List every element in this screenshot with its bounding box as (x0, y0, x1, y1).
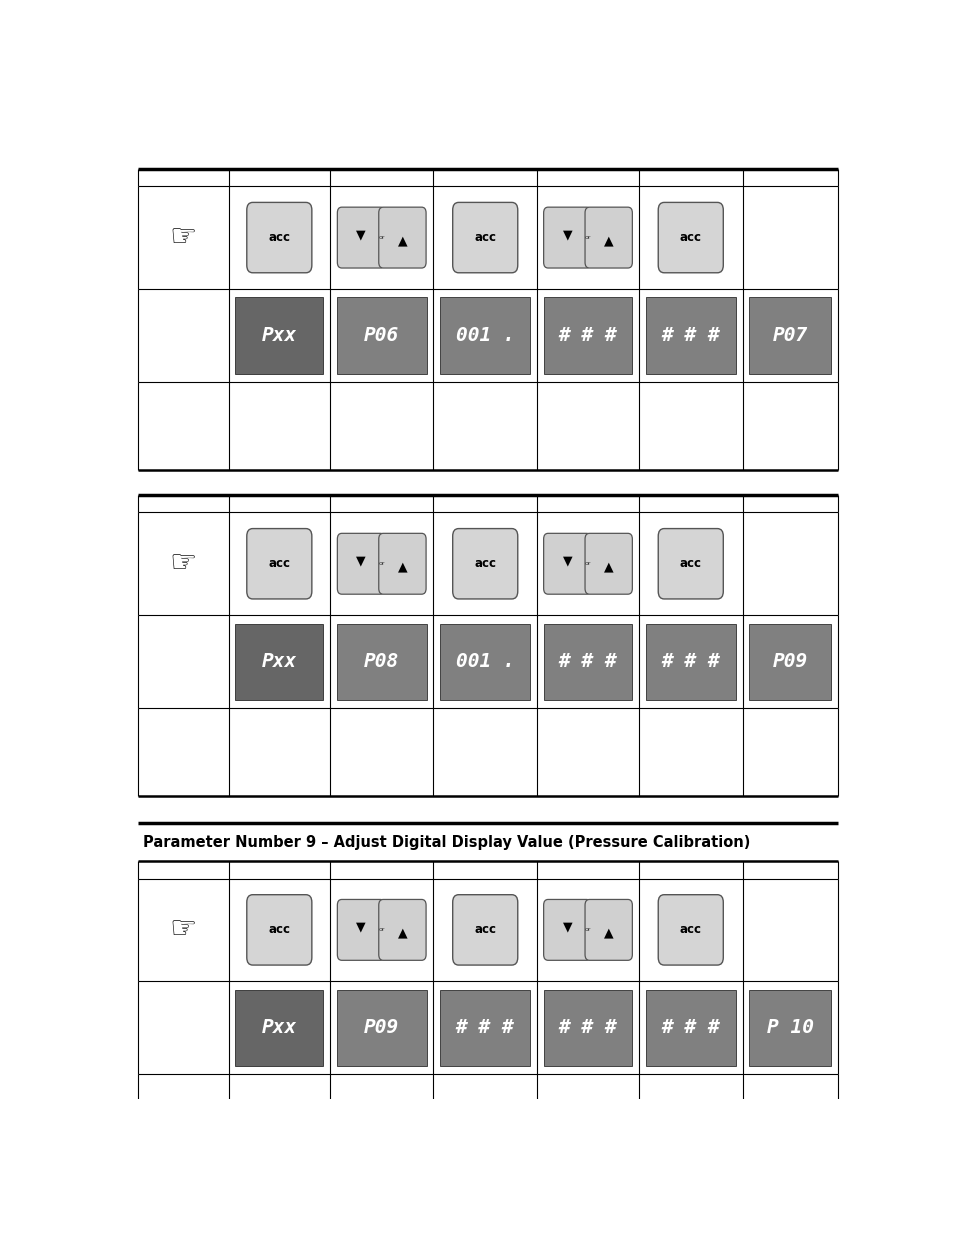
FancyBboxPatch shape (336, 298, 426, 373)
FancyBboxPatch shape (748, 298, 830, 373)
FancyBboxPatch shape (337, 534, 384, 594)
Text: ▲: ▲ (397, 926, 407, 940)
FancyBboxPatch shape (247, 203, 312, 273)
FancyBboxPatch shape (453, 894, 517, 965)
Text: P08: P08 (364, 652, 399, 671)
FancyBboxPatch shape (658, 894, 722, 965)
Text: ▼: ▼ (355, 555, 365, 567)
FancyBboxPatch shape (645, 298, 735, 373)
Text: ☞: ☞ (170, 224, 196, 252)
FancyBboxPatch shape (453, 529, 517, 599)
Text: Pxx: Pxx (261, 1019, 296, 1037)
Text: acc: acc (474, 557, 496, 571)
FancyBboxPatch shape (543, 989, 632, 1066)
Text: ▼: ▼ (562, 228, 572, 241)
Text: 001 .: 001 . (456, 326, 514, 345)
FancyBboxPatch shape (247, 529, 312, 599)
FancyBboxPatch shape (645, 989, 735, 1066)
FancyBboxPatch shape (247, 894, 312, 965)
Text: acc: acc (679, 231, 701, 245)
Text: or: or (584, 561, 591, 567)
FancyBboxPatch shape (439, 989, 530, 1066)
Text: ☞: ☞ (170, 915, 196, 945)
FancyBboxPatch shape (748, 624, 830, 700)
FancyBboxPatch shape (658, 529, 722, 599)
Text: or: or (584, 927, 591, 932)
Text: ▲: ▲ (603, 926, 613, 940)
FancyBboxPatch shape (439, 298, 530, 373)
Text: or: or (584, 235, 591, 240)
FancyBboxPatch shape (336, 624, 426, 700)
Text: # # #: # # # (558, 326, 617, 345)
Text: ▼: ▼ (355, 228, 365, 241)
FancyBboxPatch shape (439, 624, 530, 700)
Text: # # #: # # # (558, 1019, 617, 1037)
Text: acc: acc (679, 924, 701, 936)
Text: ▲: ▲ (397, 233, 407, 247)
FancyBboxPatch shape (337, 899, 384, 961)
FancyBboxPatch shape (235, 298, 323, 373)
Text: acc: acc (679, 557, 701, 571)
Text: P09: P09 (364, 1019, 399, 1037)
FancyBboxPatch shape (543, 207, 590, 268)
Text: or: or (378, 927, 385, 932)
Text: P09: P09 (772, 652, 807, 671)
FancyBboxPatch shape (336, 989, 426, 1066)
Text: acc: acc (268, 557, 290, 571)
Text: ▼: ▼ (355, 920, 365, 934)
FancyBboxPatch shape (235, 624, 323, 700)
Text: P07: P07 (772, 326, 807, 345)
Text: acc: acc (268, 924, 290, 936)
Text: # # #: # # # (660, 1019, 720, 1037)
Text: # # #: # # # (660, 326, 720, 345)
FancyBboxPatch shape (543, 298, 632, 373)
Text: or: or (378, 561, 385, 567)
Text: 001 .: 001 . (456, 652, 514, 671)
Text: acc: acc (268, 231, 290, 245)
Text: P 10: P 10 (766, 1019, 813, 1037)
FancyBboxPatch shape (543, 534, 590, 594)
Text: # # #: # # # (558, 652, 617, 671)
FancyBboxPatch shape (378, 207, 426, 268)
FancyBboxPatch shape (543, 624, 632, 700)
Text: Pxx: Pxx (261, 652, 296, 671)
Text: Pxx: Pxx (261, 326, 296, 345)
Text: P06: P06 (364, 326, 399, 345)
Text: acc: acc (474, 924, 496, 936)
Text: ☞: ☞ (170, 550, 196, 578)
FancyBboxPatch shape (378, 534, 426, 594)
Text: Parameter Number 9 – Adjust Digital Display Value (Pressure Calibration): Parameter Number 9 – Adjust Digital Disp… (143, 835, 749, 850)
FancyBboxPatch shape (658, 203, 722, 273)
FancyBboxPatch shape (235, 989, 323, 1066)
FancyBboxPatch shape (378, 899, 426, 961)
FancyBboxPatch shape (584, 207, 632, 268)
Text: or: or (378, 235, 385, 240)
Text: ▼: ▼ (562, 920, 572, 934)
FancyBboxPatch shape (453, 203, 517, 273)
Text: acc: acc (474, 231, 496, 245)
FancyBboxPatch shape (645, 624, 735, 700)
FancyBboxPatch shape (584, 534, 632, 594)
Text: ▲: ▲ (397, 561, 407, 573)
FancyBboxPatch shape (748, 989, 830, 1066)
FancyBboxPatch shape (584, 899, 632, 961)
Text: # # #: # # # (456, 1019, 514, 1037)
Text: ▼: ▼ (562, 555, 572, 567)
Text: ▲: ▲ (603, 233, 613, 247)
FancyBboxPatch shape (337, 207, 384, 268)
Text: ▲: ▲ (603, 561, 613, 573)
FancyBboxPatch shape (543, 899, 590, 961)
Text: # # #: # # # (660, 652, 720, 671)
